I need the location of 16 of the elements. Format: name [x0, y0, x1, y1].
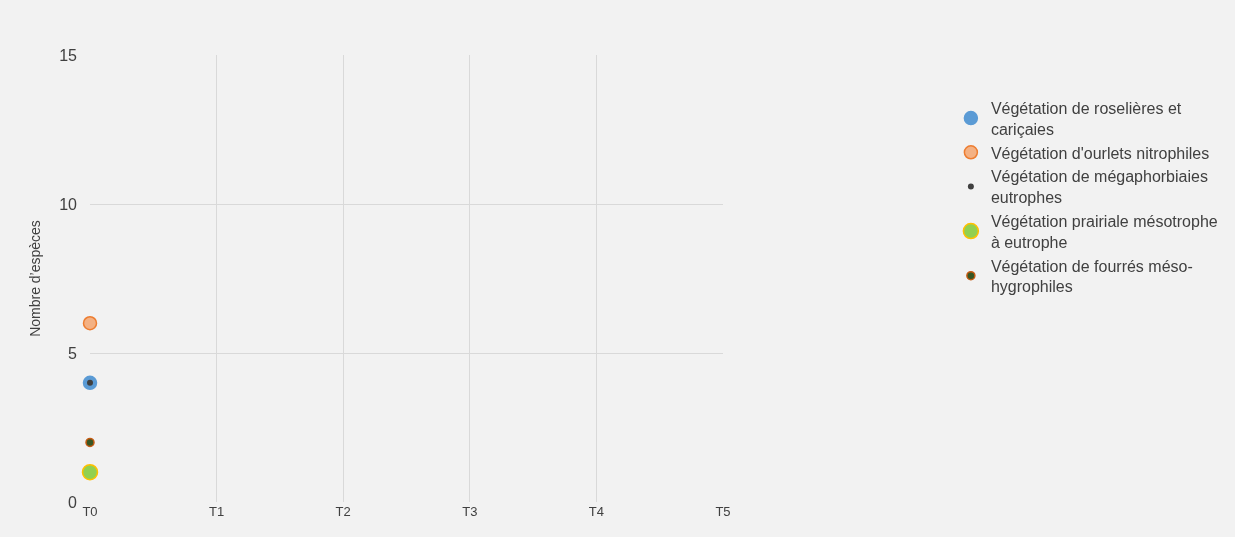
y-tick-label: 15 [59, 46, 78, 64]
y-tick-label: 5 [68, 344, 78, 362]
x-tick-label: T2 [335, 504, 351, 519]
legend-label: Végétation de mégaphorbiaies eutrophes [990, 168, 1208, 207]
x-tick-label: T3 [462, 504, 478, 519]
legend-label: Végétation de roselières et cariçaies [990, 99, 1182, 138]
x-tick-label: T4 [588, 504, 604, 519]
x-tick-label: T0 [82, 504, 98, 519]
y-axis-title: Nombre d’espèces [26, 220, 43, 337]
y-tick-label: 10 [59, 195, 78, 213]
x-tick-label: T1 [209, 504, 225, 519]
legend-label: Végétation prairiale mésotrophe à eutrophe [990, 212, 1218, 251]
x-tick-label: T5 [715, 504, 731, 519]
legend-label: Végétation de fourrés méso-hygrophiles [990, 257, 1193, 296]
legend-label: Végétation d'ourlets nitrophiles [990, 144, 1210, 162]
y-tick-label: 0 [68, 493, 78, 511]
